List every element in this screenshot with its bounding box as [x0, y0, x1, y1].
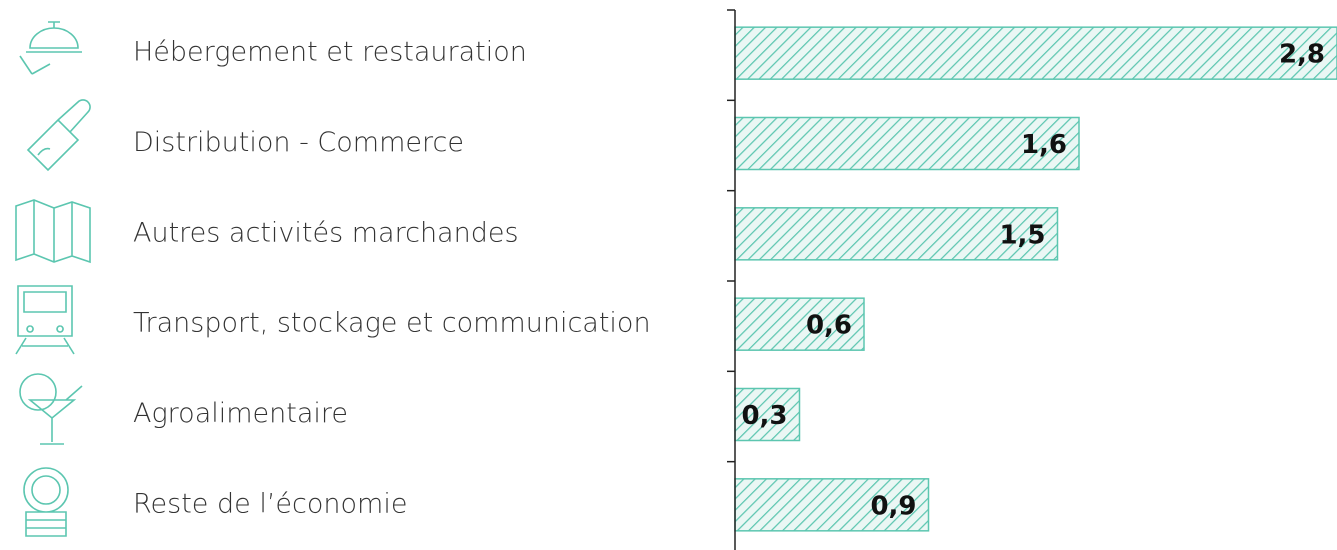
value-label: 2,8 — [1279, 40, 1325, 70]
bar — [734, 297, 865, 351]
category-label: Autres activités marchandes — [133, 217, 519, 248]
icon-cloche — [19, 21, 82, 75]
icon-train — [15, 285, 75, 355]
category-label: Hébergement et restauration — [133, 37, 527, 68]
category-label: Agroalimentaire — [133, 398, 348, 429]
value-label: 0,9 — [870, 491, 916, 521]
value-label: 1,6 — [1021, 130, 1067, 160]
bar — [734, 207, 1059, 261]
category-label: Reste de l’économie — [133, 488, 407, 519]
bar — [734, 478, 930, 532]
category-label: Transport, stockage et communication — [133, 308, 651, 339]
icon-map — [15, 199, 91, 264]
value-label: 1,5 — [999, 220, 1045, 250]
bar — [734, 116, 1080, 171]
bar — [734, 26, 1337, 80]
icon-coins — [23, 467, 69, 537]
value-label: 0,3 — [741, 401, 787, 431]
icon-bag — [26, 99, 91, 172]
category-label: Distribution - Commerce — [133, 127, 464, 158]
icons — [15, 21, 91, 537]
value-label: 0,6 — [806, 311, 852, 341]
icon-cocktail — [19, 373, 83, 445]
